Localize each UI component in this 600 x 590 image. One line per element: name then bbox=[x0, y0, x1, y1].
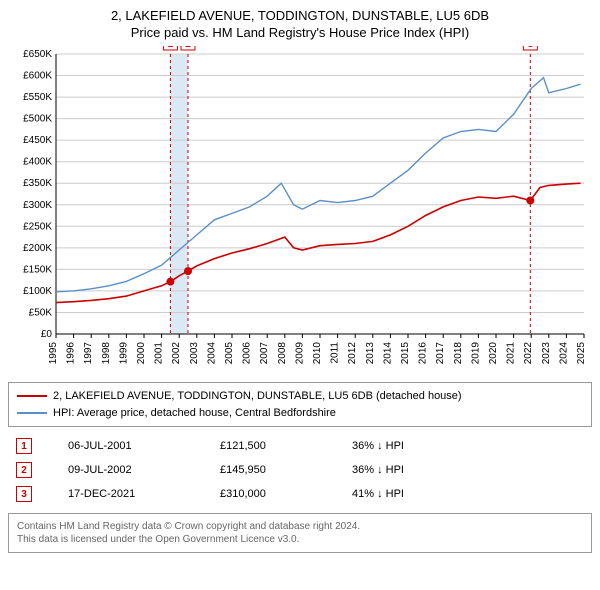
legend-swatch bbox=[17, 412, 47, 414]
title-line-2: Price paid vs. HM Land Registry's House … bbox=[8, 25, 592, 40]
x-tick-label: 2019 bbox=[470, 342, 481, 365]
y-tick-label: £400K bbox=[23, 157, 52, 168]
y-tick-label: £100K bbox=[23, 286, 52, 297]
x-tick-label: 2016 bbox=[418, 342, 429, 365]
title-line-1: 2, LAKEFIELD AVENUE, TODDINGTON, DUNSTAB… bbox=[8, 8, 592, 23]
x-tick-label: 2003 bbox=[189, 342, 200, 365]
legend-box: 2, LAKEFIELD AVENUE, TODDINGTON, DUNSTAB… bbox=[8, 382, 592, 427]
legend-item: HPI: Average price, detached house, Cent… bbox=[17, 405, 583, 422]
events-table: 1 06-JUL-2001£121,50036% ↓ HPI 2 09-JUL-200… bbox=[8, 433, 592, 507]
x-tick-label: 2018 bbox=[453, 342, 464, 365]
legend-label: 2, LAKEFIELD AVENUE, TODDINGTON, DUNSTAB… bbox=[53, 388, 462, 405]
x-tick-label: 2004 bbox=[206, 342, 217, 365]
x-tick-label: 1996 bbox=[66, 342, 77, 365]
event-row: 1 06-JUL-2001£121,50036% ↓ HPI bbox=[10, 435, 590, 457]
x-tick-label: 2025 bbox=[576, 342, 587, 365]
y-tick-label: £50K bbox=[29, 307, 53, 318]
x-tick-label: 2001 bbox=[154, 342, 165, 365]
x-tick-label: 1995 bbox=[48, 342, 59, 365]
event-date: 17-DEC-2021 bbox=[62, 483, 212, 505]
x-tick-label: 2022 bbox=[523, 342, 534, 365]
x-tick-label: 1997 bbox=[83, 342, 94, 365]
x-tick-label: 2009 bbox=[294, 342, 305, 365]
event-marker: 1 bbox=[16, 438, 32, 454]
y-tick-label: £350K bbox=[23, 178, 52, 189]
event-price: £121,500 bbox=[214, 435, 344, 457]
x-tick-label: 2010 bbox=[312, 342, 323, 365]
y-tick-label: £500K bbox=[23, 114, 52, 125]
x-tick-label: 2023 bbox=[541, 342, 552, 365]
y-tick-label: £450K bbox=[23, 135, 52, 146]
x-tick-label: 2013 bbox=[365, 342, 376, 365]
event-date: 09-JUL-2002 bbox=[62, 459, 212, 481]
event-price: £145,950 bbox=[214, 459, 344, 481]
event-marker: 3 bbox=[16, 486, 32, 502]
y-tick-label: £650K bbox=[23, 49, 52, 60]
series-dot bbox=[166, 278, 174, 286]
x-tick-label: 1999 bbox=[118, 342, 129, 365]
shade-band bbox=[170, 54, 188, 334]
event-date: 06-JUL-2001 bbox=[62, 435, 212, 457]
footer-line-1: Contains HM Land Registry data © Crown c… bbox=[17, 520, 583, 533]
event-price: £310,000 bbox=[214, 483, 344, 505]
series-dot bbox=[184, 267, 192, 275]
x-tick-label: 2020 bbox=[488, 342, 499, 365]
x-tick-label: 2000 bbox=[136, 342, 147, 365]
event-delta: 36% ↓ HPI bbox=[346, 459, 590, 481]
legend-item: 2, LAKEFIELD AVENUE, TODDINGTON, DUNSTAB… bbox=[17, 388, 583, 405]
event-marker: 2 bbox=[16, 462, 32, 478]
legend-swatch bbox=[17, 395, 47, 397]
event-delta: 41% ↓ HPI bbox=[346, 483, 590, 505]
x-tick-label: 2006 bbox=[242, 342, 253, 365]
x-tick-label: 1998 bbox=[101, 342, 112, 365]
x-tick-label: 2012 bbox=[347, 342, 358, 365]
chart-container: £0 £50K £100K £150K £200K £250K £300K £350K £400… bbox=[8, 46, 592, 376]
chart-title-block: 2, LAKEFIELD AVENUE, TODDINGTON, DUNSTAB… bbox=[8, 8, 592, 40]
y-tick-label: £0 bbox=[41, 329, 53, 340]
x-tick-label: 2017 bbox=[435, 342, 446, 365]
event-row: 3 17-DEC-2021£310,00041% ↓ HPI bbox=[10, 483, 590, 505]
event-delta: 36% ↓ HPI bbox=[346, 435, 590, 457]
y-tick-label: £200K bbox=[23, 243, 52, 254]
x-tick-label: 2002 bbox=[171, 342, 182, 365]
x-tick-label: 2024 bbox=[558, 342, 569, 365]
series-dot bbox=[526, 196, 534, 204]
x-tick-label: 2015 bbox=[400, 342, 411, 365]
y-tick-label: £550K bbox=[23, 92, 52, 103]
y-tick-label: £300K bbox=[23, 200, 52, 211]
marker-label: 3 bbox=[528, 46, 534, 50]
x-tick-label: 2007 bbox=[259, 342, 270, 365]
x-tick-label: 2014 bbox=[382, 342, 393, 365]
legend-label: HPI: Average price, detached house, Cent… bbox=[53, 405, 336, 422]
x-tick-label: 2005 bbox=[224, 342, 235, 365]
x-tick-label: 2021 bbox=[506, 342, 517, 365]
line-chart: £0 £50K £100K £150K £200K £250K £300K £350K £400… bbox=[8, 46, 592, 376]
x-tick-label: 2011 bbox=[330, 342, 341, 364]
marker-label: 1 bbox=[168, 46, 174, 50]
y-tick-label: £150K bbox=[23, 264, 52, 275]
x-tick-label: 2008 bbox=[277, 342, 288, 365]
footer-line-2: This data is licensed under the Open Gov… bbox=[17, 533, 583, 546]
y-tick-label: £600K bbox=[23, 71, 52, 82]
y-tick-label: £250K bbox=[23, 221, 52, 232]
event-row: 2 09-JUL-2002£145,95036% ↓ HPI bbox=[10, 459, 590, 481]
footer-attribution: Contains HM Land Registry data © Crown c… bbox=[8, 513, 592, 553]
marker-label: 2 bbox=[185, 46, 191, 50]
